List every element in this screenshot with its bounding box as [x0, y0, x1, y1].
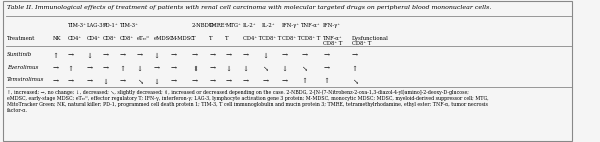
- Text: →: →: [209, 52, 215, 60]
- Text: →: →: [68, 77, 74, 85]
- Text: ↑: ↑: [68, 65, 74, 73]
- Text: →: →: [171, 65, 177, 73]
- Text: →: →: [242, 52, 249, 60]
- Text: ↘: ↘: [262, 65, 268, 73]
- Text: ↑: ↑: [323, 77, 329, 85]
- Text: Temsirolimus: Temsirolimus: [7, 77, 44, 82]
- Text: ↓: ↓: [226, 65, 232, 73]
- Text: TMRE⁺: TMRE⁺: [209, 23, 229, 28]
- Text: MTG⁺: MTG⁺: [226, 23, 241, 28]
- Text: ↓: ↓: [86, 52, 92, 60]
- Text: →: →: [282, 77, 288, 85]
- Text: TNF-α⁺: TNF-α⁺: [301, 23, 321, 28]
- Text: →: →: [192, 77, 198, 85]
- Text: Table II. Immunological effects of treatment of patients with renal cell carcino: Table II. Immunological effects of treat…: [7, 5, 491, 10]
- Text: M-MDSC: M-MDSC: [171, 36, 195, 40]
- Text: NK: NK: [53, 36, 61, 40]
- Text: Treatment: Treatment: [7, 36, 35, 40]
- Text: Everolimus: Everolimus: [7, 65, 38, 70]
- Text: →: →: [154, 65, 160, 73]
- Text: →: →: [119, 77, 126, 85]
- Text: CD8⁺ T: CD8⁺ T: [262, 36, 281, 40]
- Text: ↓: ↓: [154, 52, 160, 60]
- Text: T: T: [209, 36, 213, 40]
- Text: PD-1⁺: PD-1⁺: [103, 23, 118, 28]
- Text: →: →: [119, 52, 126, 60]
- Text: →: →: [171, 77, 177, 85]
- Text: →: →: [53, 65, 59, 73]
- Text: →: →: [242, 77, 249, 85]
- Text: CD8⁺ T: CD8⁺ T: [301, 36, 320, 40]
- Text: T: T: [192, 36, 196, 40]
- Text: TNF-α⁺
CD8⁺ T: TNF-α⁺ CD8⁺ T: [323, 36, 343, 46]
- Text: CD8⁺: CD8⁺: [103, 36, 116, 40]
- Text: T: T: [226, 36, 229, 40]
- Text: ↓: ↓: [137, 65, 143, 73]
- Text: →: →: [103, 65, 109, 73]
- Text: CD8⁺: CD8⁺: [119, 36, 134, 40]
- Text: →: →: [323, 52, 329, 60]
- Text: IFN-γ⁺: IFN-γ⁺: [323, 23, 341, 28]
- Text: →: →: [352, 52, 358, 60]
- FancyBboxPatch shape: [3, 1, 572, 141]
- Text: ↓: ↓: [242, 65, 249, 73]
- Text: →: →: [53, 77, 59, 85]
- Text: ↑: ↑: [301, 77, 307, 85]
- Text: IFN-γ⁺: IFN-γ⁺: [282, 23, 300, 28]
- Text: →: →: [192, 52, 198, 60]
- Text: →: →: [137, 52, 143, 60]
- Text: ↘: ↘: [352, 77, 358, 85]
- Text: →: →: [68, 52, 74, 60]
- Text: →: →: [209, 65, 215, 73]
- Text: Dysfunctional
CD8⁺ T: Dysfunctional CD8⁺ T: [352, 36, 389, 46]
- Text: TIM-3⁺: TIM-3⁺: [68, 23, 87, 28]
- Text: →: →: [226, 77, 232, 85]
- Text: TIM-3⁺: TIM-3⁺: [119, 23, 139, 28]
- Text: →: →: [323, 65, 329, 73]
- Text: →: →: [262, 77, 268, 85]
- Text: ↑: ↑: [53, 52, 59, 60]
- Text: ↓: ↓: [154, 77, 160, 85]
- Text: →: →: [103, 52, 109, 60]
- Text: CD4⁺: CD4⁺: [68, 36, 82, 40]
- Text: Sunitinib: Sunitinib: [7, 52, 32, 57]
- Text: →: →: [171, 52, 177, 60]
- Text: →: →: [301, 52, 307, 60]
- Text: ↘: ↘: [137, 77, 143, 85]
- Text: →: →: [86, 65, 92, 73]
- Text: →: →: [282, 52, 288, 60]
- Text: ↘: ↘: [301, 65, 307, 73]
- Text: eMDSC: eMDSC: [154, 36, 173, 40]
- Text: CD8⁺ T: CD8⁺ T: [282, 36, 301, 40]
- Text: →: →: [226, 52, 232, 60]
- Text: →: →: [209, 77, 215, 85]
- Text: ↑, increased; →, no change; ↓, decreased; ↘, slightly decreased; ⇕, increased or: ↑, increased; →, no change; ↓, decreased…: [7, 89, 488, 113]
- Text: ↓: ↓: [262, 52, 268, 60]
- Text: CD4⁺ T: CD4⁺ T: [242, 36, 262, 40]
- Text: 2-NBDG⁺: 2-NBDG⁺: [192, 23, 217, 28]
- Text: ↑: ↑: [352, 65, 358, 73]
- Text: LAG-3⁺: LAG-3⁺: [86, 23, 106, 28]
- Text: ⇕: ⇕: [192, 65, 198, 73]
- Text: →: →: [86, 77, 92, 85]
- Text: IL-2⁺: IL-2⁺: [262, 23, 276, 28]
- Text: IL-2⁺: IL-2⁺: [242, 23, 256, 28]
- Text: ↑: ↑: [119, 65, 126, 73]
- Text: CD4⁺: CD4⁺: [86, 36, 100, 40]
- Text: ↓: ↓: [103, 77, 109, 85]
- Text: eTᵣₑᴳ: eTᵣₑᴳ: [137, 36, 150, 40]
- Text: ↓: ↓: [282, 65, 288, 73]
